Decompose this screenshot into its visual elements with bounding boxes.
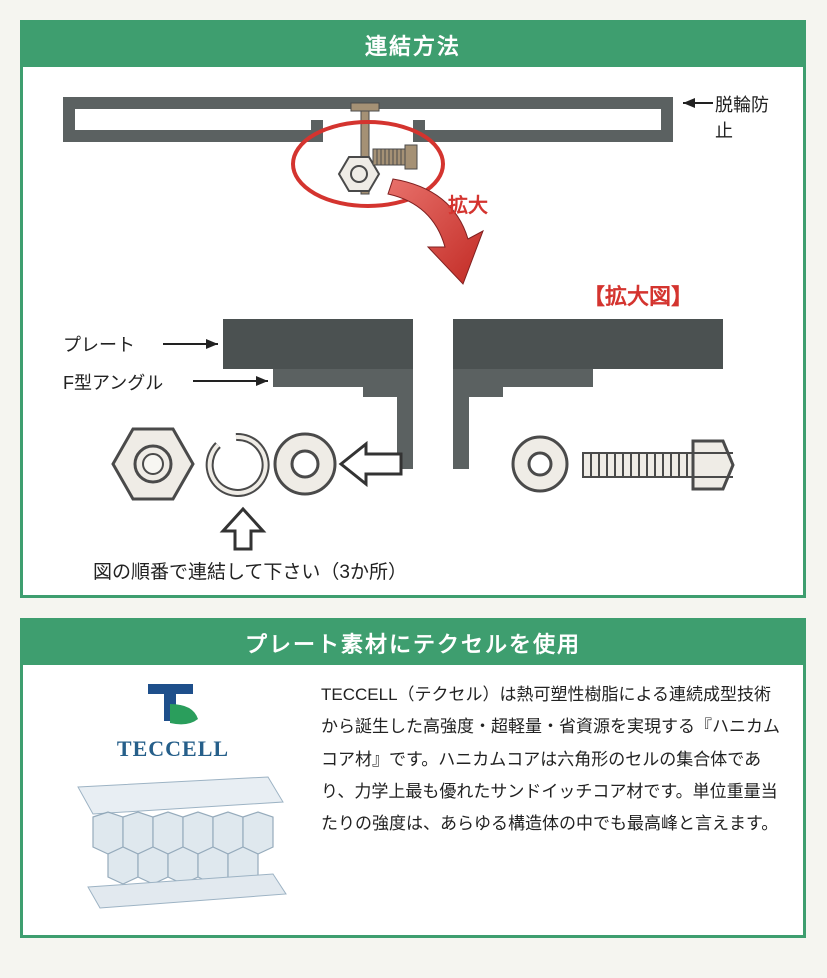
label-enlarged-view: 【拡大図】 <box>583 279 693 311</box>
enlarge-arrow <box>373 169 513 299</box>
teccell-logo-icon <box>138 679 208 729</box>
panel1-title: 連結方法 <box>23 23 803 67</box>
teccell-logo-area: TECCELL <box>43 679 303 917</box>
label-enlarge: 拡大 <box>448 189 488 218</box>
teccell-panel: プレート素材にテクセルを使用 TECCELL <box>20 618 806 938</box>
teccell-body: TECCELL <box>23 665 803 935</box>
label-derail-prevention: 脱輪防止 <box>715 91 783 143</box>
panel2-title: プレート素材にテクセルを使用 <box>23 621 803 665</box>
enlarged-diagram <box>43 309 783 559</box>
connection-method-panel: 連結方法 <box>20 20 806 598</box>
honeycomb-illustration <box>48 762 298 912</box>
label-f-angle: F型アングル <box>63 369 163 395</box>
label-instruction: 図の順番で連結して下さい（3か所） <box>93 557 407 584</box>
teccell-brand: TECCELL <box>43 736 303 762</box>
teccell-description: TECCELL（テクセル）は熱可塑性樹脂による連続成型技術から誕生した高強度・超… <box>321 679 783 917</box>
diagram-area: 脱輪防止 拡大 【拡大図】 <box>43 79 783 579</box>
label-plate: プレート <box>63 331 135 357</box>
panel1-body: 脱輪防止 拡大 【拡大図】 <box>23 67 803 595</box>
